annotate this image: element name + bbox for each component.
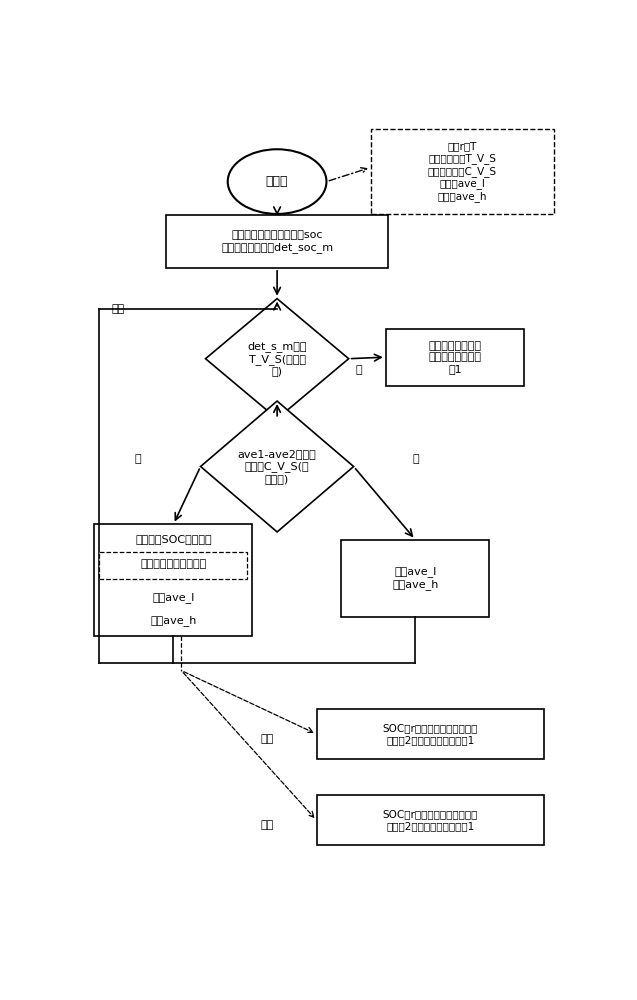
Polygon shape (201, 401, 354, 532)
Text: SOC低r节电池全桥模块处于工
作状态2，其余处于工作状态1: SOC低r节电池全桥模块处于工 作状态2，其余处于工作状态1 (382, 723, 478, 745)
Bar (94, 524, 252, 636)
Text: SOC高r节电池全桥模块处于工
作状态2，其余处于工作状态1: SOC高r节电池全桥模块处于工 作状态2，其余处于工作状态1 (382, 810, 478, 831)
Text: 计算并求取两两单体电池soc
之差的最大值记为det_soc_m: 计算并求取两两单体电池soc 之差的最大值记为det_soc_m (221, 230, 333, 253)
Bar (371, 129, 554, 214)
Text: det_s_m小于
T_V_S(均衡阈
值): det_s_m小于 T_V_S(均衡阈 值) (247, 341, 307, 376)
Bar (341, 540, 489, 617)
Text: 是: 是 (134, 454, 141, 464)
Text: 更新ave_h: 更新ave_h (150, 615, 197, 626)
Bar (317, 795, 544, 845)
Text: 充电: 充电 (261, 820, 274, 830)
Text: 更新ave_l
更新ave_h: 更新ave_l 更新ave_h (392, 566, 438, 590)
Bar (166, 215, 388, 268)
Text: 更新ave_l: 更新ave_l (152, 592, 195, 603)
Text: 初始化: 初始化 (266, 175, 289, 188)
Bar (99, 552, 248, 579)
Text: ave1-ave2的绝对
值小于C_V_S(切
换阈值): ave1-ave2的绝对 值小于C_V_S(切 换阈值) (238, 449, 317, 484)
Text: 更新全桥模块工作状态: 更新全桥模块工作状态 (140, 559, 206, 569)
Text: 单体电池SOC进行排序: 单体电池SOC进行排序 (135, 534, 211, 544)
Ellipse shape (228, 149, 327, 214)
Text: 是: 是 (355, 365, 362, 375)
Text: 结束均衡，所有全
桥模块处于工作状
态1: 结束均衡，所有全 桥模块处于工作状 态1 (428, 341, 482, 374)
Polygon shape (206, 299, 348, 419)
Text: 否: 否 (413, 454, 420, 464)
Text: 放电: 放电 (261, 734, 274, 744)
Text: 循环: 循环 (111, 304, 125, 314)
Text: 确定r，T
确定均衡阈值T_V_S
确定切换阈值C_V_S
初始化ave_l
初始化ave_h: 确定r，T 确定均衡阈值T_V_S 确定切换阈值C_V_S 初始化ave_l 初… (427, 142, 497, 202)
Bar (386, 329, 524, 386)
Bar (317, 709, 544, 759)
Text: 否: 否 (274, 428, 280, 438)
